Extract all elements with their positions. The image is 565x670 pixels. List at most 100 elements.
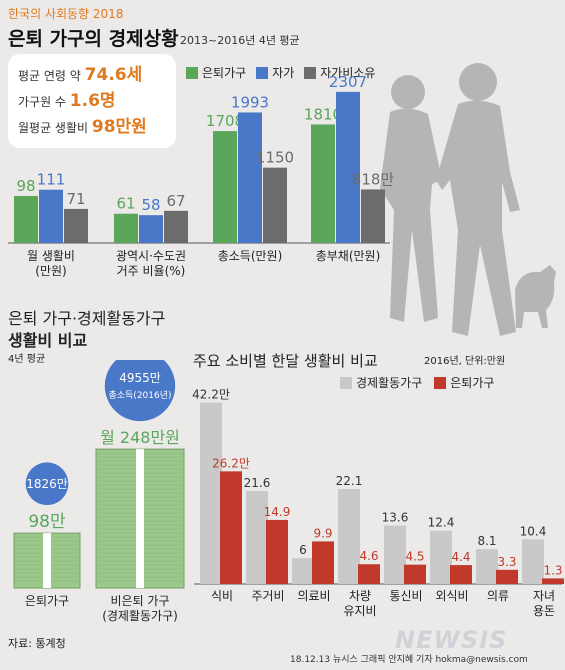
chart1-legend: 은퇴가구 자가 자가비소유 bbox=[186, 64, 375, 81]
bar-g2-s2 bbox=[263, 167, 287, 243]
spend-category-3-1: 유지비 bbox=[343, 604, 376, 618]
bar-g1-s1 bbox=[139, 215, 163, 243]
spend-label-0-s0: 42.2만 bbox=[192, 388, 230, 402]
monthly-cost-label-0: 98만 bbox=[28, 512, 66, 532]
money-band-1 bbox=[136, 449, 144, 588]
bar-label-g0-s0: 98 bbox=[16, 177, 35, 195]
elderly-couple-silhouette bbox=[380, 63, 556, 336]
spend-label-6-s1: 3.3 bbox=[497, 555, 516, 569]
spend-bar-5-s0 bbox=[430, 530, 452, 584]
spend-label-0-s1: 26.2만 bbox=[212, 456, 250, 470]
members-label: 가구원 수 bbox=[18, 95, 70, 109]
bar-label-g1-s1: 58 bbox=[141, 196, 160, 214]
group-label-1-1: 거주 비율(%) bbox=[117, 264, 186, 278]
group-label-0-0: 월 생활비 bbox=[27, 249, 75, 263]
bar-g0-s1 bbox=[39, 189, 63, 243]
members-line: 가구원 수 1.6명 bbox=[18, 88, 166, 114]
legend-swatch-nonowner bbox=[304, 66, 317, 79]
spend-bar-3-s0 bbox=[338, 488, 360, 584]
summary-box: 평균 연령 약 74.6세 가구원 수 1.6명 월평균 생활비 98만원 bbox=[8, 54, 176, 148]
cost-line: 월평균 생활비 98만원 bbox=[18, 114, 166, 140]
bar-g0-s0 bbox=[14, 195, 38, 243]
bar-g1-s2 bbox=[164, 210, 188, 243]
spend-bar-1-s1 bbox=[266, 519, 288, 584]
bar-label-g3-s0: 1810 bbox=[304, 105, 342, 123]
legend-label-retired: 은퇴가구 bbox=[202, 66, 247, 80]
spend-bar-3-s1 bbox=[358, 564, 380, 584]
cost-label: 월평균 생활비 bbox=[18, 121, 92, 135]
spend-bar-2-s0 bbox=[292, 558, 314, 584]
spend-label-4-s0: 13.6 bbox=[382, 511, 409, 525]
spend-category-1-0: 주거비 bbox=[251, 589, 284, 603]
comparison-note: 4년 평균 bbox=[8, 354, 46, 365]
newsis-logo: NEWSIS bbox=[395, 626, 508, 654]
bar-label-g1-s2: 67 bbox=[166, 192, 185, 210]
bar-g3-s1 bbox=[336, 91, 360, 243]
income-circle-0 bbox=[25, 462, 69, 506]
series-title: 한국의 사회동향 2018 bbox=[8, 7, 124, 21]
avg-age-value: 74.6세 bbox=[84, 65, 143, 85]
spend-category-7-0: 자녀 bbox=[533, 589, 555, 603]
bar-label-g1-s0: 61 bbox=[116, 195, 135, 213]
spend-bar-2-s1 bbox=[312, 541, 334, 584]
bar-g3-s0 bbox=[311, 124, 335, 243]
legend-label-owner: 자가 bbox=[272, 66, 295, 80]
spend-bar-1-s0 bbox=[246, 491, 268, 584]
money-band-0 bbox=[43, 533, 51, 588]
spend-label-1-s1: 14.9 bbox=[264, 505, 291, 519]
spend-label-7-s0: 10.4 bbox=[520, 524, 547, 538]
page-title: 은퇴 가구의 경제상황 bbox=[8, 28, 179, 50]
period-note: 2013~2016년 4년 평균 bbox=[180, 34, 300, 47]
avg-age-line: 평균 연령 약 74.6세 bbox=[18, 62, 166, 88]
legend-swatch-retired2 bbox=[434, 376, 447, 389]
legend-swatch-owner bbox=[256, 66, 269, 79]
bar-g1-s0 bbox=[114, 213, 138, 243]
spend-label-7-s1: 1.3 bbox=[543, 563, 562, 577]
spend-label-4-s1: 4.5 bbox=[405, 550, 424, 564]
income-label-0: 1826만 bbox=[26, 477, 68, 491]
income-label-1: 4955만 bbox=[119, 371, 161, 385]
bar-label-g2-s1: 1993 bbox=[231, 93, 269, 111]
income-circle-1 bbox=[104, 360, 176, 422]
spend-bar-4-s0 bbox=[384, 525, 406, 584]
spend-bar-0-s0 bbox=[200, 402, 222, 584]
income-sub-label: 총소득(2016년) bbox=[108, 390, 171, 401]
credit-line: 18.12.13 뉴시스 그래픽 안지혜 기자 hokma@newsis.com bbox=[290, 655, 528, 665]
comparison-title-line1: 은퇴 가구·경제활동가구 bbox=[8, 309, 166, 328]
bar-label-g3-s1: 2307 bbox=[329, 73, 367, 91]
legend-swatch-retired bbox=[186, 66, 198, 79]
group-label-2-0: 총소득(만원) bbox=[218, 249, 283, 263]
spend-label-2-s1: 9.9 bbox=[313, 526, 332, 540]
comparison-category-1-1: (경제활동가구) bbox=[102, 609, 178, 623]
bar-label-g0-s1: 111 bbox=[37, 171, 66, 189]
group-label-0-1: (만원) bbox=[35, 264, 66, 278]
spend-category-4-0: 통신비 bbox=[389, 589, 422, 603]
legend-label-retired2: 은퇴가구 bbox=[450, 376, 495, 390]
spend-bar-6-s1 bbox=[496, 569, 518, 584]
group-label-1-0: 광역시·수도권 bbox=[116, 249, 186, 263]
spend-bar-4-s1 bbox=[404, 564, 426, 584]
spend-bar-0-s1 bbox=[220, 471, 242, 584]
spend-label-3-s0: 22.1 bbox=[336, 474, 363, 488]
source-note: 자료: 통계청 bbox=[8, 637, 66, 650]
monthly-cost-label-1: 월 248만원 bbox=[100, 428, 180, 447]
spend-label-5-s1: 4.4 bbox=[451, 550, 470, 564]
cost-value: 98만원 bbox=[91, 117, 147, 137]
spend-category-3-0: 차량 bbox=[349, 589, 371, 603]
spend-label-1-s0: 21.6 bbox=[244, 476, 271, 490]
spend-bar-6-s0 bbox=[476, 549, 498, 584]
bar-g0-s2 bbox=[64, 208, 88, 243]
spend-category-2-0: 의료비 bbox=[297, 589, 330, 603]
bar-g2-s0 bbox=[213, 131, 237, 243]
legend-label-nonowner: 자가비소유 bbox=[320, 66, 376, 80]
comparison-category-1-0: 비은퇴 가구 bbox=[110, 594, 169, 608]
legend-swatch-working bbox=[340, 376, 352, 389]
bar-label-g2-s2: 1150 bbox=[256, 149, 294, 167]
spend-label-3-s1: 4.6 bbox=[359, 549, 378, 563]
bar-label-g3-s2: 818만 bbox=[352, 170, 395, 188]
bar-label-g2-s0: 1708 bbox=[206, 112, 244, 130]
spend-bar-7-s1 bbox=[542, 578, 564, 584]
bar-g2-s1 bbox=[238, 112, 262, 243]
